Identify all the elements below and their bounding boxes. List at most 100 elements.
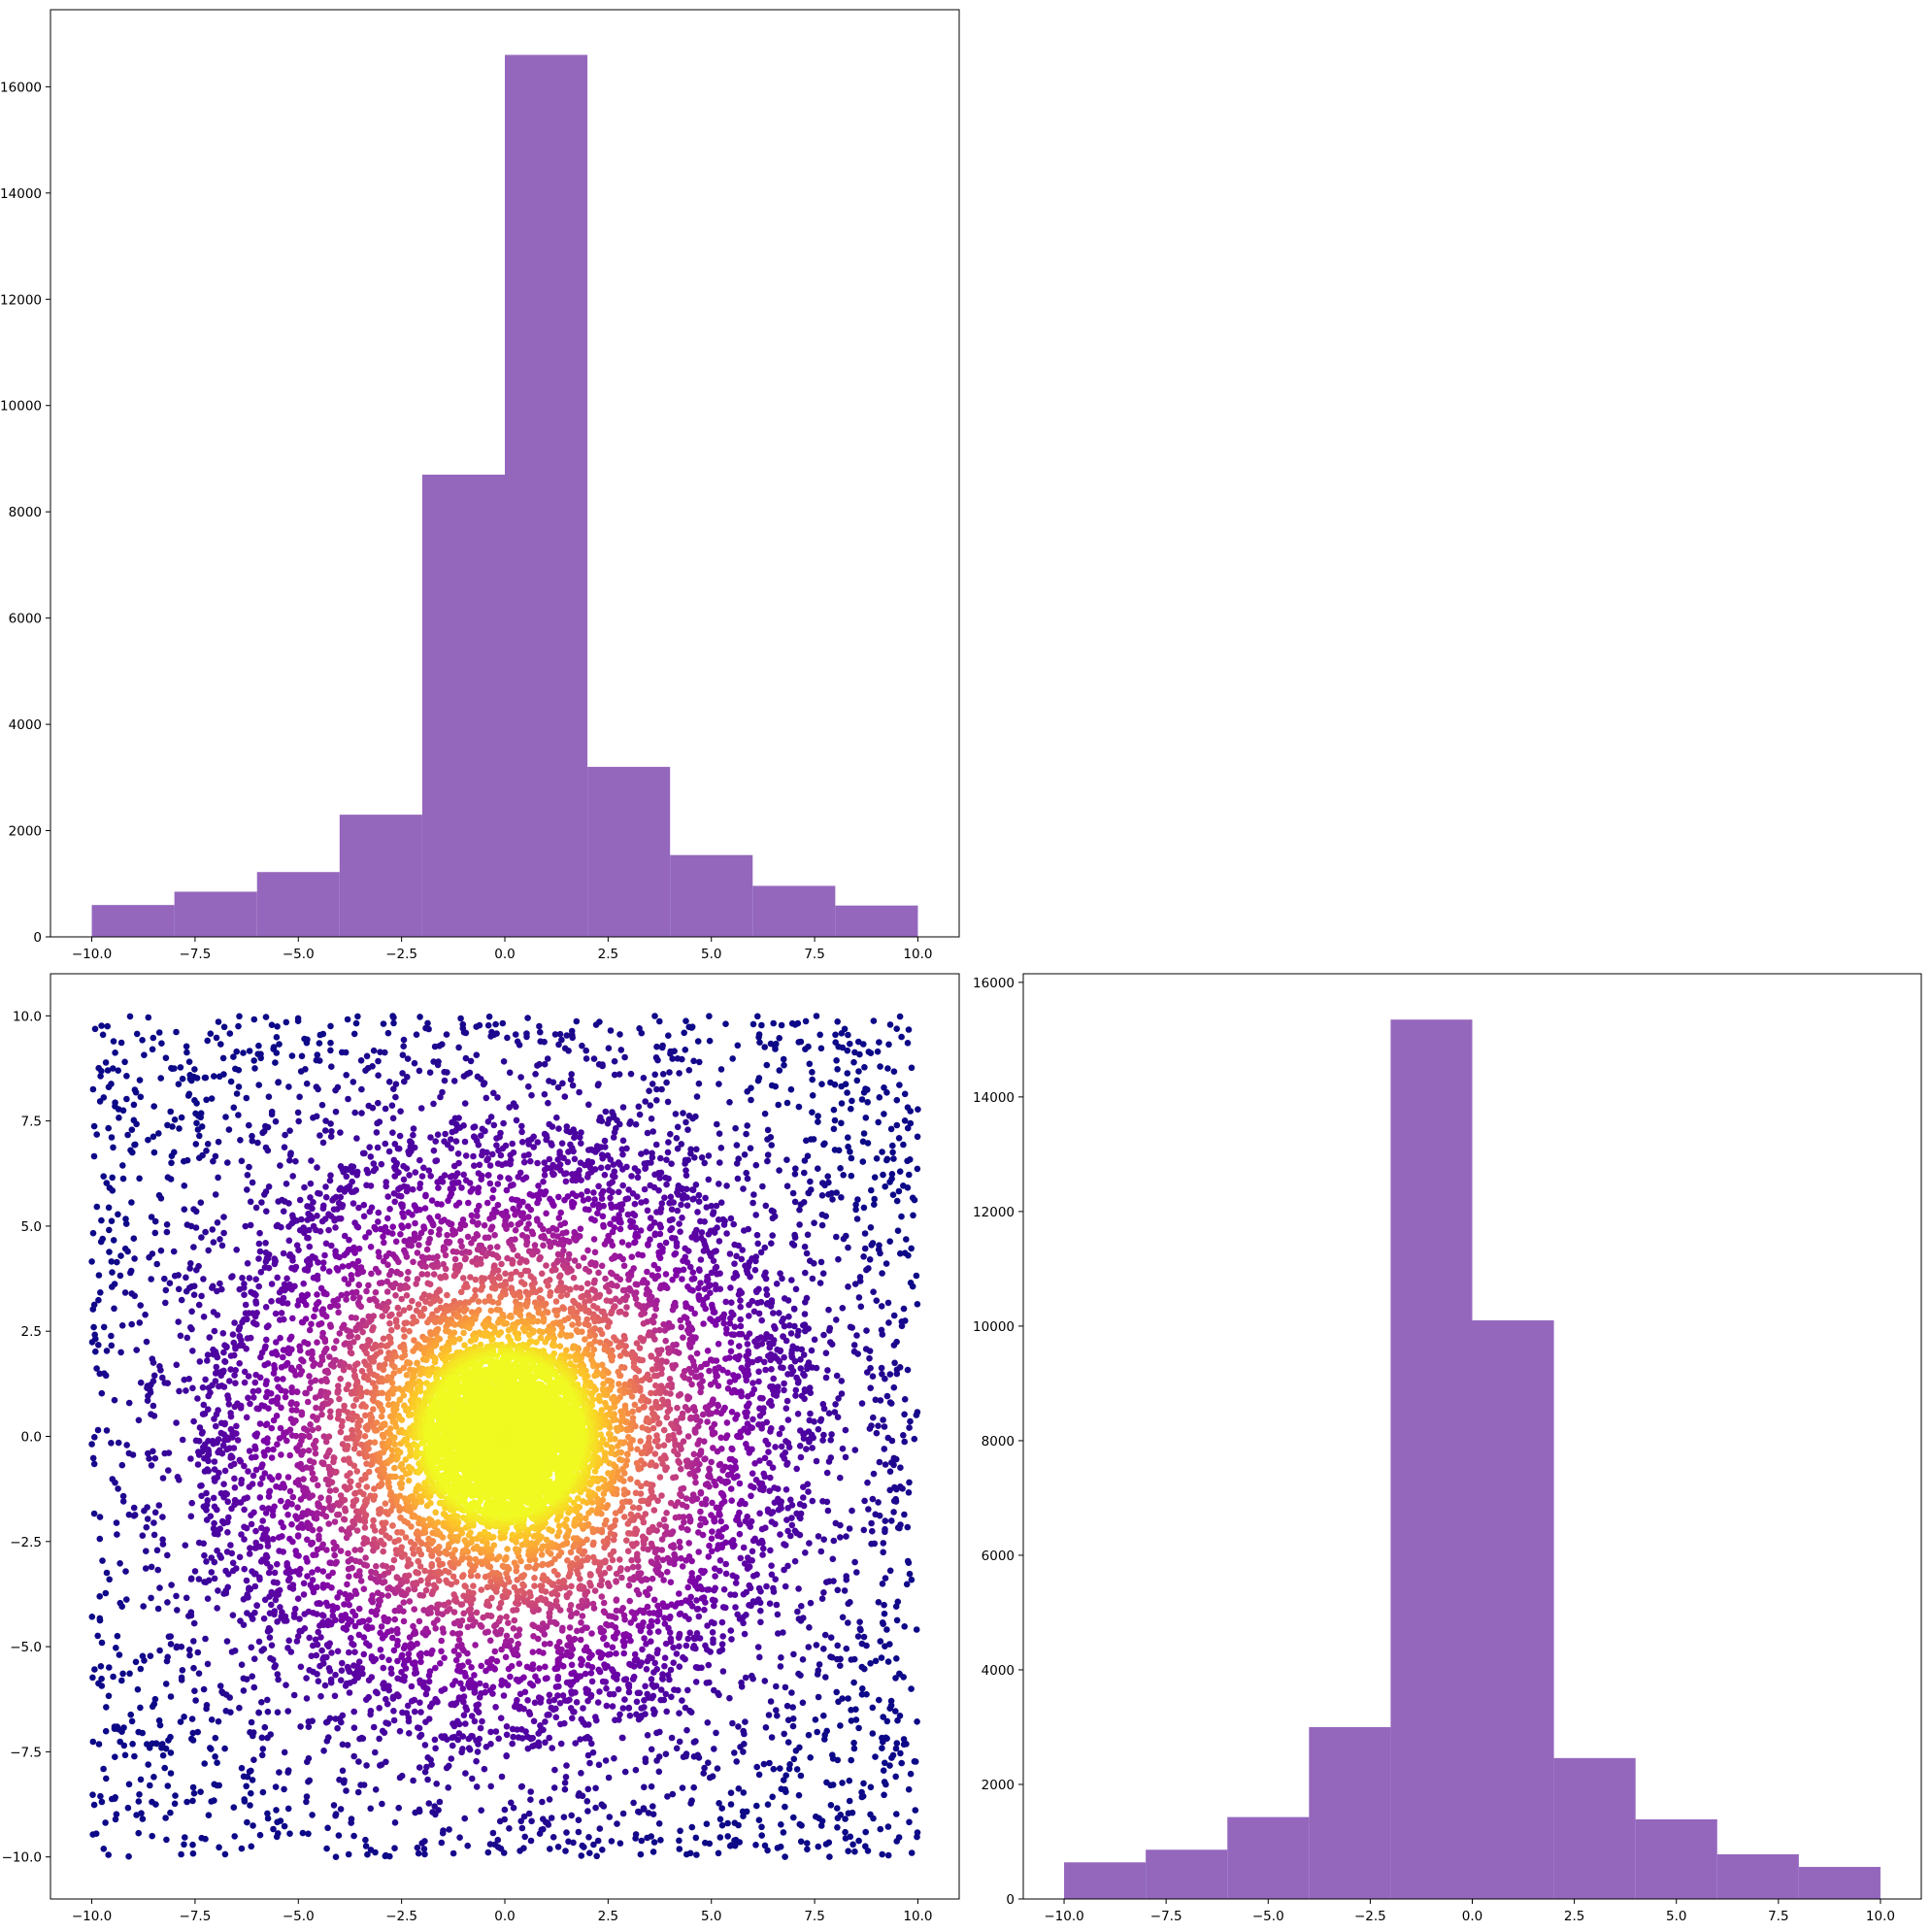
scatter-point	[332, 1108, 340, 1116]
scatter-point	[94, 1632, 101, 1640]
scatter-point	[795, 1670, 802, 1678]
scatter-point	[91, 1434, 98, 1441]
scatter-point	[657, 1223, 664, 1231]
scatter-point	[314, 1213, 320, 1219]
scatter-point	[218, 1285, 225, 1293]
scatter-point	[487, 1033, 494, 1040]
scatter-point	[854, 1196, 861, 1203]
scatter-point	[653, 1617, 661, 1625]
scatter-point	[842, 1828, 849, 1836]
scatter-point	[658, 1044, 666, 1051]
scatter-point	[204, 1497, 212, 1504]
scatter-point	[124, 1131, 131, 1139]
scatter-point	[693, 1597, 700, 1604]
scatter-point	[136, 1077, 144, 1083]
scatter-point	[657, 1154, 664, 1162]
scatter-point	[577, 1225, 584, 1232]
scatter-point	[740, 1789, 748, 1796]
scatter-point	[914, 1165, 921, 1173]
scatter-point	[125, 1781, 133, 1788]
scatter-point	[226, 1378, 233, 1384]
scatter-point	[738, 1679, 745, 1686]
scatter-point	[856, 1278, 864, 1284]
scatter-point	[121, 1751, 129, 1759]
scatter-point	[818, 1211, 826, 1218]
scatter-point	[801, 1157, 809, 1164]
scatter-point	[187, 1575, 195, 1582]
scatter-point	[832, 1519, 840, 1527]
scatter-point	[283, 1560, 291, 1567]
scatter-point	[229, 1273, 236, 1280]
scatter-point	[256, 1229, 263, 1237]
scatter-point	[434, 1131, 442, 1138]
scatter-point	[100, 1323, 108, 1331]
scatter-point	[90, 1122, 98, 1130]
scatter-point	[97, 1289, 104, 1296]
scatter-point	[689, 1196, 696, 1203]
scatter-point	[464, 1842, 472, 1849]
scatter-point	[753, 1231, 761, 1239]
scatter-point	[360, 1650, 368, 1658]
scatter-point	[368, 1624, 376, 1631]
scatter-point	[271, 1260, 279, 1268]
scatter-point	[181, 1206, 188, 1213]
scatter-point	[89, 1085, 97, 1093]
scatter-point	[765, 1449, 772, 1455]
scatter-point	[520, 1152, 528, 1159]
scatter-point	[219, 1330, 227, 1337]
scatter-point	[280, 1523, 287, 1531]
scatter-point	[842, 1453, 849, 1461]
scatter-point	[889, 1149, 896, 1156]
scatter-point	[428, 1197, 436, 1204]
scatter-point	[573, 1017, 581, 1025]
scatter-point	[185, 1376, 192, 1382]
scatter-point	[167, 1108, 174, 1116]
scatter-point	[322, 1313, 330, 1320]
scatter-point	[150, 1448, 156, 1455]
scatter-point	[316, 1057, 323, 1064]
scatter-point	[350, 1030, 358, 1038]
scatter-point	[796, 1221, 803, 1228]
scatter-point	[911, 1758, 918, 1765]
scatter-point	[486, 1180, 494, 1187]
scatter-point	[268, 1476, 276, 1483]
scatter-point	[350, 1724, 358, 1731]
scatter-point	[843, 1533, 849, 1540]
scatter-point	[268, 1454, 276, 1461]
scatter-point	[656, 1284, 664, 1292]
scatter-point	[705, 1231, 713, 1238]
scatter-point	[541, 1060, 549, 1068]
scatter-point	[186, 1265, 193, 1272]
scatter-point	[884, 1823, 892, 1830]
scatter-point	[734, 1432, 741, 1440]
scatter-point	[875, 1599, 882, 1606]
scatter-point	[121, 1289, 129, 1296]
scatter-point	[906, 1479, 913, 1486]
scatter-point	[674, 1207, 682, 1215]
scatter-point	[384, 1720, 392, 1727]
scatter-point	[742, 1718, 749, 1725]
scatter-point	[845, 1134, 851, 1141]
scatter-point	[614, 1820, 620, 1827]
scatter-point	[214, 1353, 221, 1361]
scatter-point	[389, 1129, 396, 1136]
scatter-point	[350, 1708, 358, 1715]
scatter-point	[136, 1319, 144, 1326]
scatter-point	[129, 1451, 137, 1458]
scatter-point	[768, 1571, 776, 1579]
scatter-point	[216, 1782, 222, 1789]
scatter-point	[733, 1252, 740, 1260]
histogram-bar	[752, 885, 836, 937]
scatter-point	[108, 1258, 116, 1265]
scatter-point	[388, 1627, 395, 1634]
scatter-point	[190, 1664, 197, 1672]
scatter-point	[350, 1608, 356, 1616]
scatter-point	[673, 1135, 681, 1142]
scatter-point	[334, 1648, 342, 1655]
scatter-point	[525, 1083, 532, 1090]
scatter-point	[653, 1085, 660, 1093]
scatter-point	[668, 1160, 675, 1167]
scatter-point	[605, 1774, 613, 1782]
scatter-point	[267, 1390, 275, 1397]
scatter-point	[293, 1388, 301, 1396]
